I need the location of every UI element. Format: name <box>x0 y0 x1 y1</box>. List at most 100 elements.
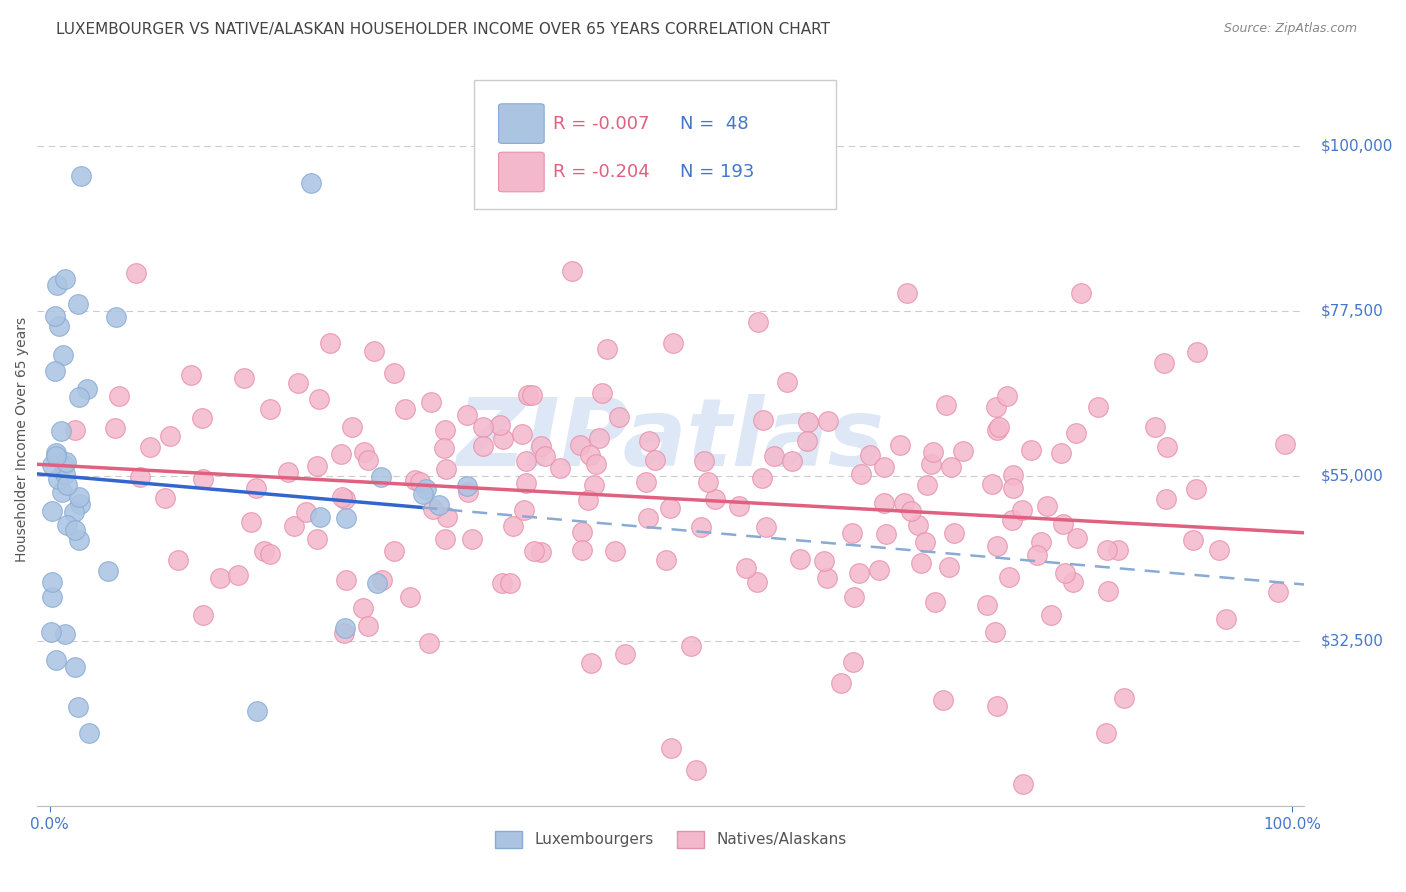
Point <box>1154 491 1177 506</box>
Point <box>873 460 896 475</box>
Point <box>208 571 231 585</box>
Y-axis label: Householder Income Over 65 years: Householder Income Over 65 years <box>15 318 30 562</box>
Point <box>1156 441 1178 455</box>
Point <box>637 434 659 448</box>
Point <box>53 272 76 286</box>
Point <box>44 309 66 323</box>
Point <box>67 491 90 505</box>
Point <box>752 413 775 427</box>
Point <box>1215 612 1237 626</box>
Point <box>492 432 515 446</box>
Point <box>1064 426 1087 441</box>
Point <box>1001 513 1024 527</box>
Point <box>330 447 353 461</box>
Point <box>1095 543 1118 558</box>
Point <box>1187 345 1209 359</box>
FancyBboxPatch shape <box>474 80 835 209</box>
Point <box>53 627 76 641</box>
Point <box>938 560 960 574</box>
Text: N =  48: N = 48 <box>679 114 748 133</box>
Point <box>900 504 922 518</box>
Point <box>41 504 63 518</box>
Point <box>679 639 702 653</box>
Point <box>775 376 797 390</box>
FancyBboxPatch shape <box>499 103 544 144</box>
Point <box>308 509 330 524</box>
Point <box>591 386 613 401</box>
Point <box>842 655 865 669</box>
Point <box>579 656 602 670</box>
Point <box>780 453 803 467</box>
Point <box>914 535 936 549</box>
Point <box>240 515 263 529</box>
Point <box>499 576 522 591</box>
Point <box>659 740 682 755</box>
Text: R = -0.007: R = -0.007 <box>553 114 650 133</box>
Point <box>943 525 966 540</box>
Point <box>233 370 256 384</box>
Point <box>817 414 839 428</box>
Point <box>456 409 478 423</box>
Point <box>935 398 957 412</box>
Point <box>1019 443 1042 458</box>
Point <box>655 553 678 567</box>
Point <box>1087 401 1109 415</box>
Point <box>976 599 998 613</box>
Text: N = 193: N = 193 <box>679 163 754 181</box>
Point <box>1153 356 1175 370</box>
Point <box>576 493 599 508</box>
Point <box>728 499 751 513</box>
Point <box>63 423 86 437</box>
Point <box>873 496 896 510</box>
Point <box>382 544 405 558</box>
Point <box>1208 542 1230 557</box>
Point <box>796 415 818 429</box>
Point <box>693 454 716 468</box>
Legend: Luxembourgers, Natives/Alaskans: Luxembourgers, Natives/Alaskans <box>489 825 853 854</box>
Point <box>128 470 150 484</box>
Point <box>283 519 305 533</box>
Point <box>614 647 637 661</box>
Point <box>457 485 479 500</box>
Point <box>1185 483 1208 497</box>
Point <box>226 568 249 582</box>
Point <box>1002 482 1025 496</box>
Point <box>980 476 1002 491</box>
Point <box>41 458 63 472</box>
Point <box>796 434 818 448</box>
Point <box>39 625 62 640</box>
Point <box>896 285 918 300</box>
Point <box>56 517 79 532</box>
Point <box>52 348 75 362</box>
Point <box>704 491 727 506</box>
Point <box>998 569 1021 583</box>
Point <box>637 510 659 524</box>
Point <box>139 440 162 454</box>
Point <box>917 478 939 492</box>
Point <box>762 450 785 464</box>
Point <box>662 335 685 350</box>
Point <box>1267 584 1289 599</box>
Point <box>515 454 537 468</box>
Point <box>436 462 458 476</box>
Point <box>330 490 353 504</box>
Point <box>1011 502 1033 516</box>
Point <box>984 401 1007 415</box>
Point <box>920 458 942 472</box>
Point <box>596 342 619 356</box>
Point <box>97 564 120 578</box>
Point <box>588 431 610 445</box>
Point <box>848 566 870 580</box>
Point <box>907 518 929 533</box>
Point <box>1052 516 1074 531</box>
Point <box>180 368 202 383</box>
Point <box>308 392 330 406</box>
Point <box>353 445 375 459</box>
Point <box>735 560 758 574</box>
Point <box>394 401 416 416</box>
Point <box>41 574 63 589</box>
Point <box>357 453 380 467</box>
Point <box>370 573 392 587</box>
Point <box>689 520 711 534</box>
Point <box>659 501 682 516</box>
